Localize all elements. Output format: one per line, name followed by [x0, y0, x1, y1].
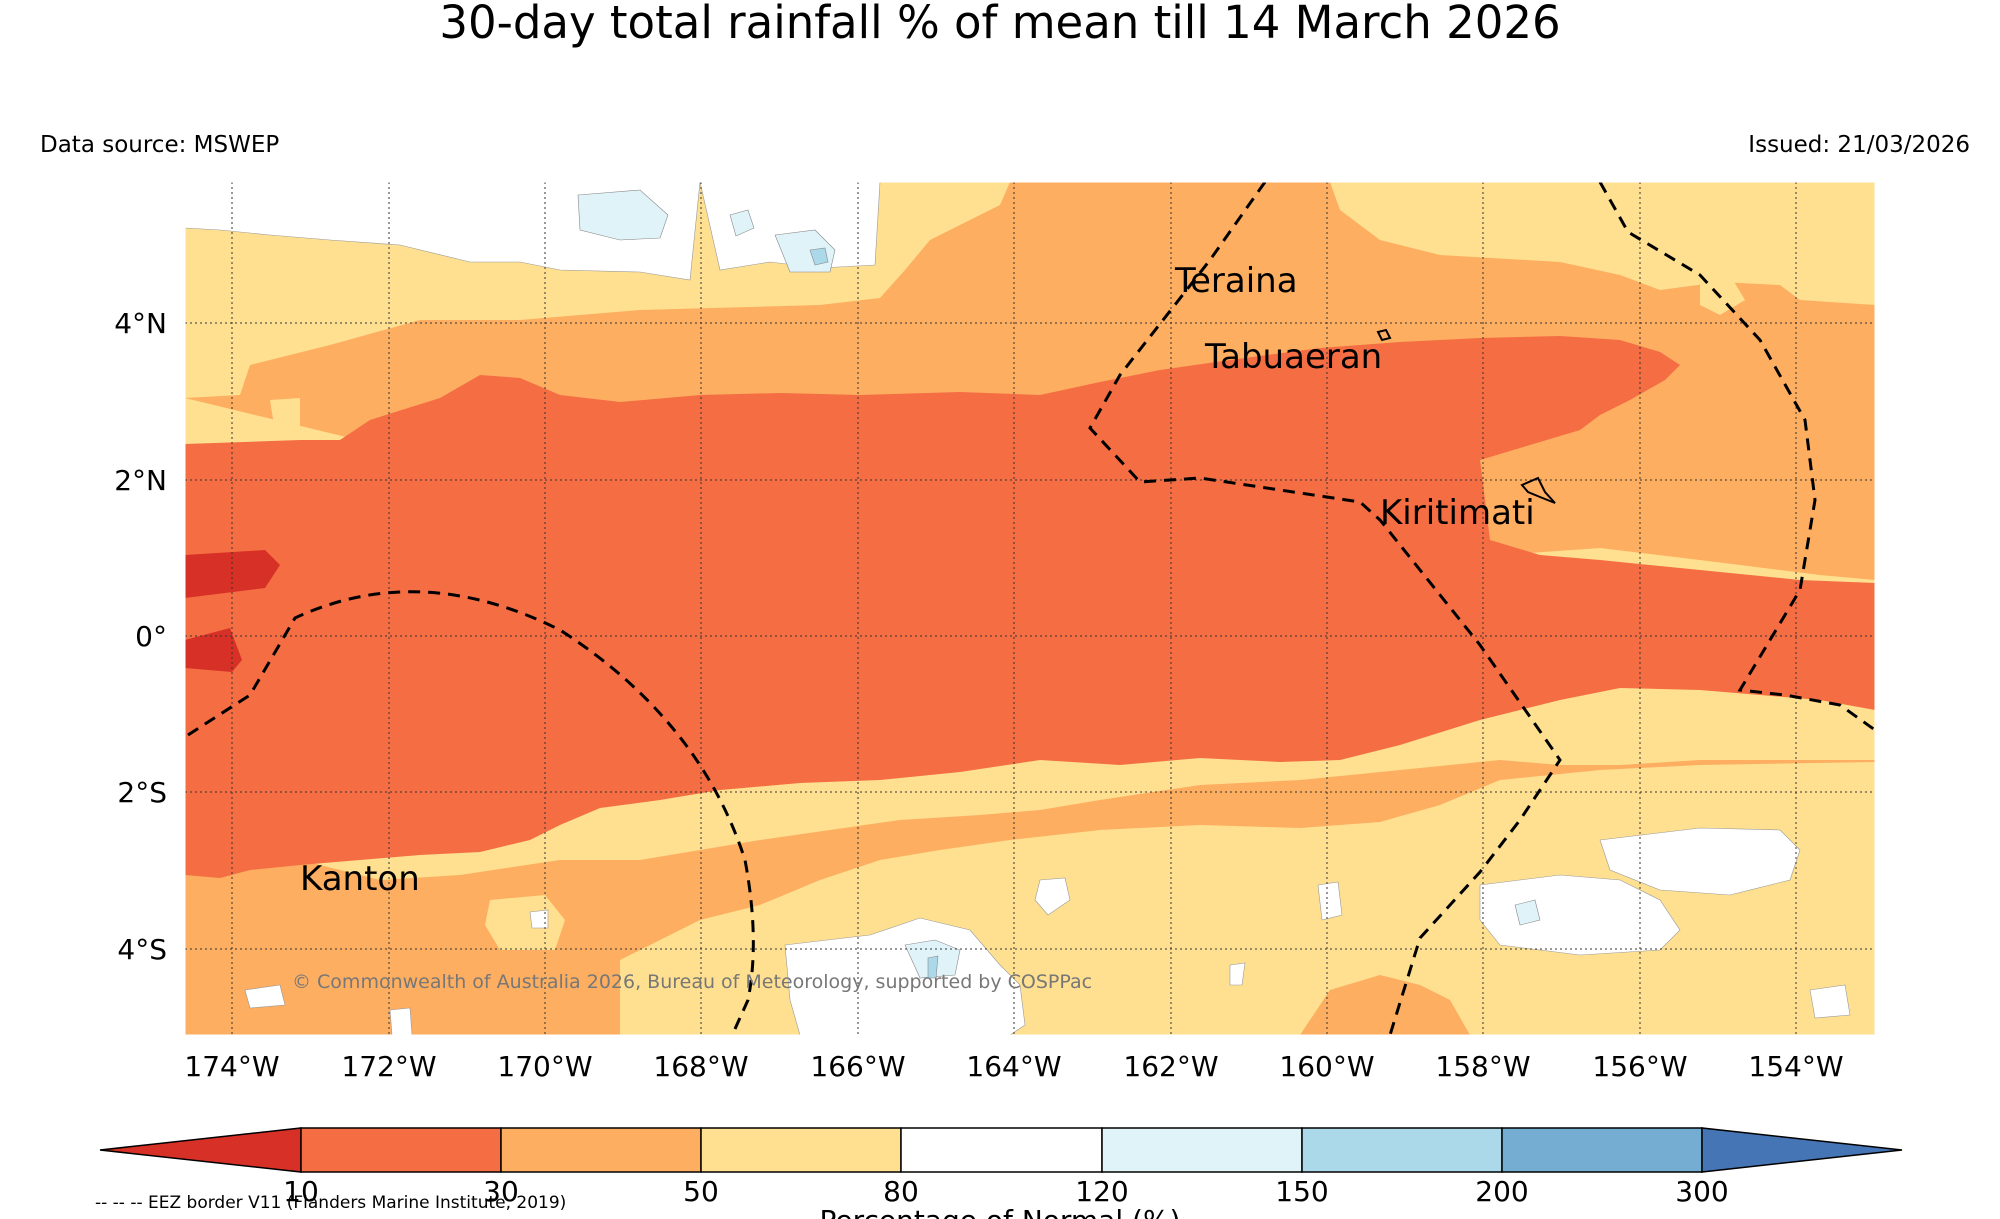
colorbar-segment: [900, 1127, 1103, 1173]
lon-label: 158°W: [1435, 1050, 1530, 1083]
lon-label: 162°W: [1123, 1050, 1218, 1083]
map-frame: [184, 181, 1876, 1036]
graticule: [185, 182, 1875, 1035]
colorbar-segment: [1301, 1127, 1503, 1173]
colorbar-tick: 80: [883, 1175, 919, 1208]
lat-label: 2°N: [114, 464, 167, 497]
lon-label: 168°W: [653, 1050, 748, 1083]
colorbar-tick: 200: [1475, 1175, 1528, 1208]
colorbar-segment: [300, 1127, 502, 1173]
kiritimati-island: [1520, 476, 1556, 504]
colorbar-tick: 120: [1075, 1175, 1128, 1208]
lon-label: 170°W: [497, 1050, 592, 1083]
colorbar-tick: 10: [283, 1175, 319, 1208]
map-title: 30-day total rainfall % of mean till 14 …: [439, 0, 1561, 49]
place-label-tabuaeran: Tabuaeran: [1204, 337, 1382, 377]
colorbar-segment: [500, 1127, 702, 1173]
tabuaeran-island: [1376, 328, 1392, 342]
lon-label: 172°W: [341, 1050, 436, 1083]
place-label-teraina: Teraina: [1174, 261, 1298, 301]
lon-label: 164°W: [966, 1050, 1061, 1083]
rainfall-field: [185, 182, 1875, 1035]
data-source-label: Data source: MSWEP: [40, 132, 280, 158]
colorbar-tick: 30: [483, 1175, 519, 1208]
copyright-notice: © Commonwealth of Australia 2026, Bureau…: [292, 971, 1092, 993]
colorbar-tick: 50: [683, 1175, 719, 1208]
lon-label: 174°W: [184, 1050, 279, 1083]
lon-label: 156°W: [1592, 1050, 1687, 1083]
colorbar-tick: 300: [1675, 1175, 1728, 1208]
eez-borders: [187, 182, 1875, 1035]
place-label-kiritimati: Kiritimati: [1380, 493, 1535, 533]
colorbar: 10 30 50 80 120 150 200 300 Percentage o…: [99, 1127, 1903, 1219]
colorbar-arrow-low: [99, 1127, 302, 1173]
lon-label: 166°W: [810, 1050, 905, 1083]
lon-label: 160°W: [1279, 1050, 1374, 1083]
colorbar-label: Percentage of Normal (%): [820, 1204, 1181, 1219]
lat-label: 2°S: [117, 776, 167, 809]
colorbar-segment: [700, 1127, 902, 1173]
lat-label: 4°S: [117, 933, 167, 966]
lat-label: 0°: [135, 620, 167, 653]
eez-legend-note: -- -- -- EEZ border V11 (Flanders Marine…: [95, 1193, 566, 1213]
colorbar-segment: [1101, 1127, 1303, 1173]
lat-label: 4°N: [114, 307, 167, 340]
lon-label: 154°W: [1748, 1050, 1843, 1083]
place-label-kanton: Kanton: [300, 859, 420, 899]
issued-date-label: Issued: 21/03/2026: [1748, 132, 1970, 158]
colorbar-tick: 150: [1275, 1175, 1328, 1208]
colorbar-segment: [1501, 1127, 1703, 1173]
colorbar-arrow-high: [1701, 1127, 1903, 1173]
